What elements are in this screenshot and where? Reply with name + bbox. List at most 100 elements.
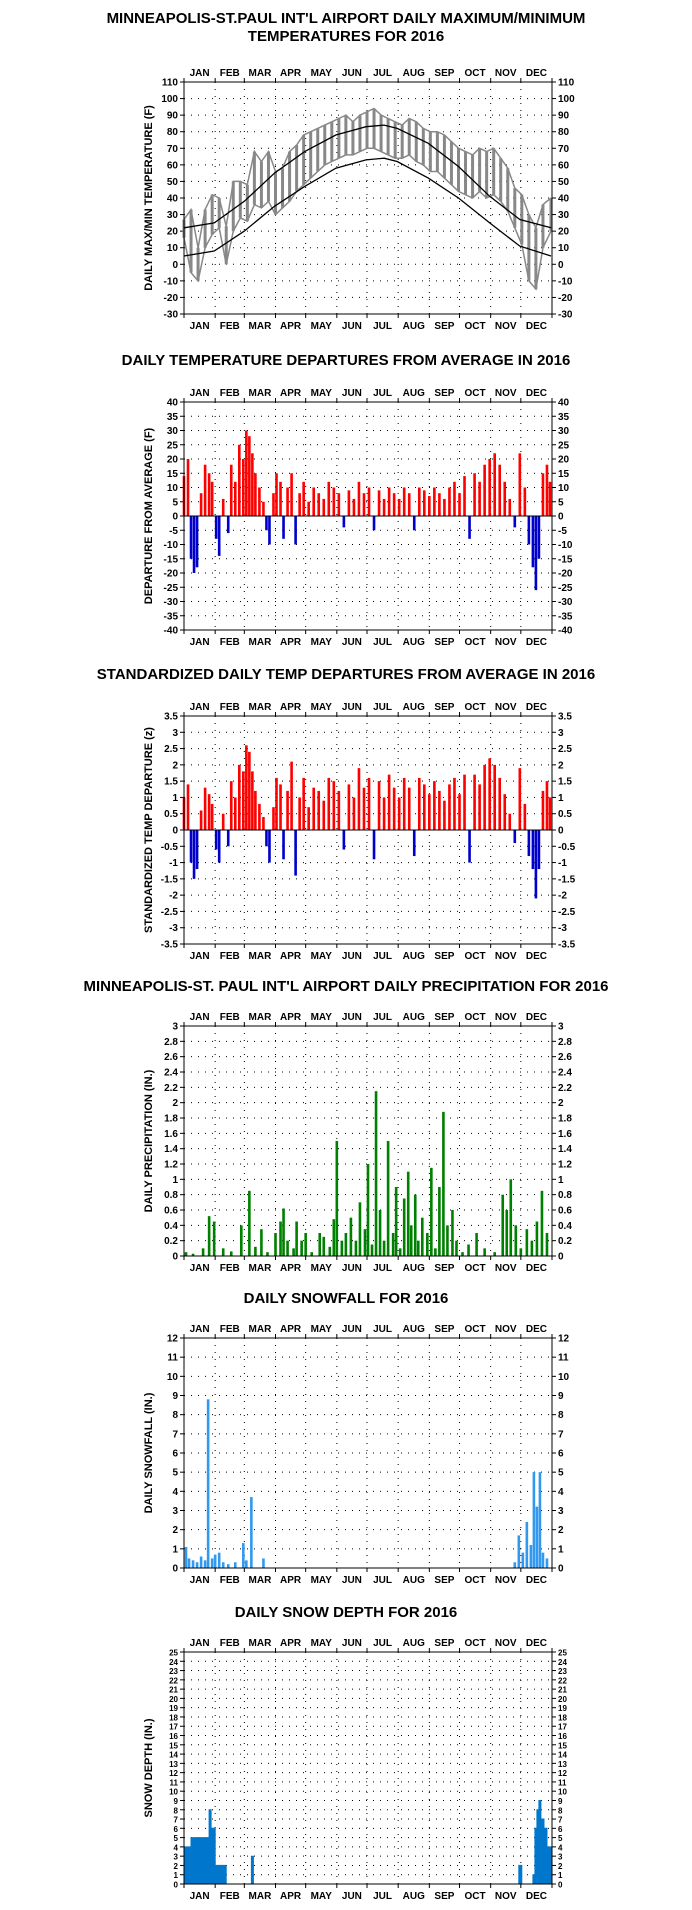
bar xyxy=(199,1556,203,1568)
bar xyxy=(233,797,237,830)
bar xyxy=(541,1552,545,1568)
y-tick-label-right: 1 xyxy=(558,1544,564,1555)
y-tick-label-right: 12 xyxy=(558,1769,567,1778)
bar xyxy=(307,807,310,830)
bar xyxy=(397,498,401,516)
bar xyxy=(282,1208,285,1256)
y-tick-label-left: 5 xyxy=(172,497,178,508)
y-tick-label-right: -3 xyxy=(558,923,567,934)
chart-title: DAILY TEMPERATURE DEPARTURES FROM AVERAG… xyxy=(0,352,692,370)
y-tick-label-right: 25 xyxy=(558,440,570,451)
bar xyxy=(382,498,386,516)
bar xyxy=(282,516,285,539)
bar xyxy=(505,1210,509,1256)
chart-frame: JAN JAN FEB FEB MAR MAR APR APR MAY MAY JUN JUN JUL J… xyxy=(143,68,575,332)
y-tick-label-right: 1.5 xyxy=(558,777,572,788)
y-tick-label-right: 11 xyxy=(558,1353,569,1364)
bar xyxy=(347,784,351,830)
y-tick-label-left: 35 xyxy=(167,412,179,423)
bar xyxy=(221,1248,225,1256)
bar xyxy=(398,1248,402,1256)
bar xyxy=(229,1251,233,1256)
bar xyxy=(265,830,268,847)
x-tick-label-bottom: OCT xyxy=(465,1263,486,1274)
bar xyxy=(513,830,517,844)
x-tick-label-bottom: APR xyxy=(280,1575,302,1586)
precipitation-chart: JAN JAN FEB FEB MAR MAR APR APR MAY MAY JUN JUN JUL J… xyxy=(143,1012,572,1274)
bar xyxy=(473,473,476,516)
bar xyxy=(242,771,245,830)
bar xyxy=(448,784,451,830)
y-tick-label-left: 0 xyxy=(172,512,178,523)
x-tick-label-bottom: JUL xyxy=(373,1263,392,1274)
y-tick-label-left: 12 xyxy=(169,1769,178,1778)
bar xyxy=(272,807,275,830)
bar xyxy=(242,459,245,516)
bar xyxy=(446,1225,449,1256)
bar xyxy=(210,1558,214,1568)
bar xyxy=(534,830,538,899)
x-tick-label-top: FEB xyxy=(220,68,240,79)
y-tick-label-right: 90 xyxy=(558,111,570,122)
y-tick-label-left: 1 xyxy=(172,793,178,804)
bar xyxy=(262,816,265,830)
y-tick-label-right: 1.2 xyxy=(558,1160,572,1171)
y-tick-label-right: -1.5 xyxy=(558,874,576,885)
x-tick-label-top: AUG xyxy=(403,1638,425,1649)
y-tick-label-right: 60 xyxy=(558,160,570,171)
bar xyxy=(352,498,356,516)
chart-title: STANDARDIZED DAILY TEMP DEPARTURES FROM … xyxy=(0,666,692,684)
bar xyxy=(413,1194,417,1256)
y-tick-label-right: 14 xyxy=(558,1751,567,1760)
bar xyxy=(525,1229,529,1256)
bar xyxy=(443,498,446,516)
bar xyxy=(416,1240,420,1256)
bar xyxy=(189,516,193,559)
y-tick-label-right: 0 xyxy=(558,1881,563,1890)
y-tick-label-left: 2.4 xyxy=(164,1068,178,1079)
y-tick-label-right: 3 xyxy=(558,1506,564,1517)
x-tick-label-top: APR xyxy=(280,1324,302,1335)
y-tick-label-left: 1 xyxy=(172,1175,178,1186)
bar xyxy=(294,830,297,876)
y-tick-label-left: -3 xyxy=(169,923,178,934)
y-tick-label-left: 50 xyxy=(167,177,179,188)
x-tick-label-top: NOV xyxy=(495,1012,517,1023)
x-tick-label-top: NOV xyxy=(495,68,517,79)
y-tick-label-left: 8 xyxy=(172,1410,178,1421)
y-tick-label-right: 8 xyxy=(558,1410,564,1421)
bar xyxy=(422,490,426,516)
y-tick-label-right: -25 xyxy=(558,583,573,594)
bar xyxy=(221,498,225,516)
bar xyxy=(295,1221,298,1256)
y-tick-label-right: 11 xyxy=(558,1778,567,1787)
normal-low-line xyxy=(183,157,552,257)
x-tick-label-top: JUN xyxy=(342,388,362,399)
bar xyxy=(478,784,481,830)
bar xyxy=(420,1217,424,1256)
bar xyxy=(357,768,361,830)
bar xyxy=(428,496,431,516)
bar xyxy=(453,481,456,516)
x-tick-label-top: AUG xyxy=(403,702,425,713)
bar xyxy=(248,436,251,516)
y-tick-label-left: 3 xyxy=(172,1506,178,1517)
x-tick-label-bottom: JUN xyxy=(342,1575,362,1586)
x-tick-label-top: JAN xyxy=(190,702,210,713)
y-tick-label-left: 11 xyxy=(167,1353,178,1364)
bar xyxy=(265,516,268,531)
bar xyxy=(290,473,293,516)
y-tick-label-left: 7 xyxy=(174,1816,179,1825)
x-tick-label-top: FEB xyxy=(220,1638,240,1649)
x-tick-label-bottom: FEB xyxy=(220,1891,240,1902)
x-tick-label-top: SEP xyxy=(434,1012,454,1023)
x-tick-label-bottom: MAR xyxy=(249,1575,273,1586)
x-tick-label-top: JUL xyxy=(373,702,392,713)
y-tick-label-left: 1.8 xyxy=(164,1114,178,1125)
y-tick-label-left: 0.4 xyxy=(164,1221,178,1232)
x-tick-label-top: APR xyxy=(280,1012,302,1023)
bar xyxy=(275,777,278,830)
x-tick-label-bottom: MAR xyxy=(249,1891,273,1902)
y-tick-label-right: 25 xyxy=(558,1649,567,1658)
bar xyxy=(443,800,446,830)
